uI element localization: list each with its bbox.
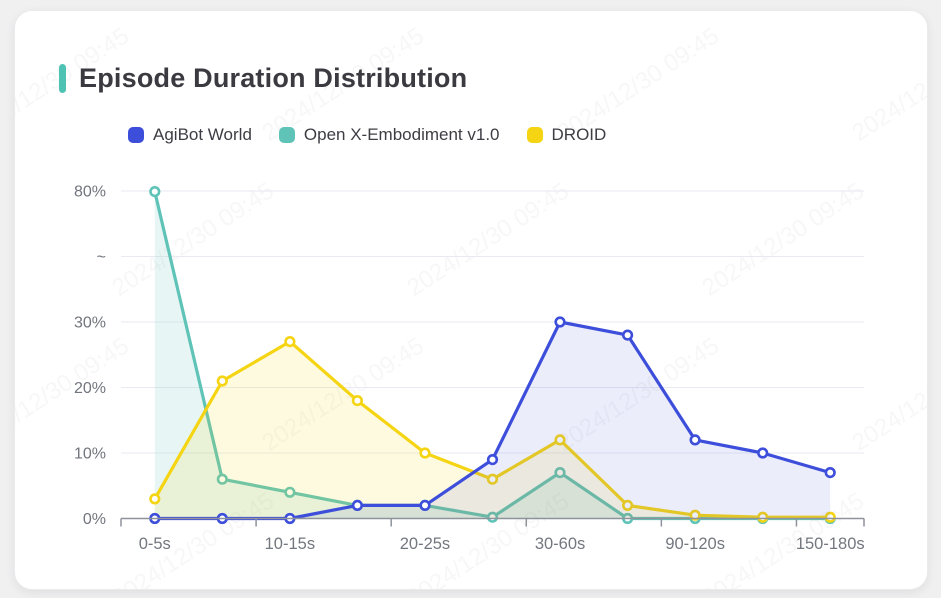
data-point[interactable] [824, 511, 836, 523]
x-axis-label: 150-180s [796, 535, 865, 553]
y-axis-label: 0% [83, 511, 106, 528]
x-axis-label: 0-5s [139, 535, 171, 553]
data-point[interactable] [554, 467, 566, 479]
legend-label: AgiBot World [153, 125, 252, 144]
data-point[interactable] [689, 434, 701, 446]
legend-swatch [278, 127, 295, 143]
title-accent-bar [59, 64, 66, 93]
data-point[interactable] [554, 316, 566, 328]
data-point[interactable] [757, 447, 769, 459]
data-point[interactable] [419, 499, 431, 512]
series-area-1 [154, 322, 831, 519]
data-point[interactable] [419, 447, 431, 459]
title-row: Episode Duration Distribution [59, 63, 467, 94]
y-axis-label: 20% [74, 380, 106, 397]
series-area-2 [154, 191, 831, 519]
chart-card: 2024/12/30 09:45 2024/12/30 09:45 2024/12/… [14, 10, 928, 590]
x-axis-label: 20-25s [400, 535, 450, 553]
data-point[interactable] [486, 454, 499, 466]
data-point[interactable] [284, 336, 296, 348]
legend-item-droid[interactable]: DROID [526, 125, 607, 145]
data-point[interactable] [149, 493, 161, 505]
legend-swatch [526, 127, 543, 143]
y-axis-label: 30% [74, 315, 106, 332]
y-axis-label: 10% [74, 446, 106, 463]
data-point[interactable] [216, 473, 228, 485]
data-point[interactable] [554, 434, 566, 446]
data-point[interactable] [351, 499, 364, 512]
data-point[interactable] [486, 473, 499, 485]
data-point[interactable] [216, 375, 228, 387]
data-point[interactable] [621, 329, 634, 341]
legend-label: DROID [551, 125, 607, 144]
data-point[interactable] [689, 509, 701, 521]
x-axis-label: 10-15s [265, 535, 315, 553]
legend-label: Open X-Embodiment v1.0 [303, 125, 500, 144]
legend-item-open-x-embodiment-v1-0[interactable]: Open X-Embodiment v1.0 [278, 125, 500, 145]
chart-title: Episode Duration Distribution [79, 63, 468, 93]
y-axis-label: 80% [74, 184, 106, 201]
data-point[interactable] [757, 511, 769, 523]
legend-item-agibot-world[interactable]: AgiBot World [128, 125, 252, 145]
data-point[interactable] [351, 395, 364, 407]
x-axis-label: 30-60s [535, 535, 585, 553]
data-point[interactable] [284, 486, 296, 498]
data-point[interactable] [149, 186, 161, 198]
legend-swatch [128, 127, 144, 143]
chart-legend: AgiBot World Open X-Embodiment v1.0 DROID [128, 125, 633, 145]
x-axis-label: 90-120s [665, 535, 725, 553]
series-area-3 [154, 341, 831, 519]
data-point[interactable] [486, 511, 499, 523]
y-axis-label: ~ [97, 249, 106, 266]
data-point[interactable] [621, 499, 634, 512]
data-point[interactable] [824, 467, 836, 479]
